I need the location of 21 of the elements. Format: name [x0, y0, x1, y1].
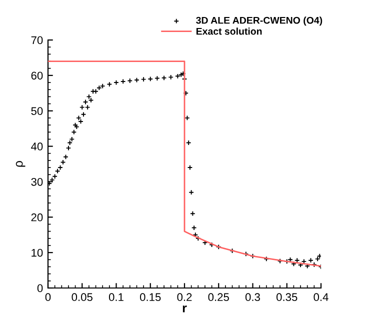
x-tick-label: 0.15	[140, 293, 161, 302]
x-tick-label: 0.1	[108, 293, 124, 302]
x-axis-title: r	[182, 306, 187, 312]
y-tick-label: 0	[37, 284, 43, 292]
legend-label: 3D ALE ADER-CWENO (O4)	[196, 16, 322, 26]
x-tick-label: 0.4	[314, 293, 328, 302]
x-tick-label: 0.05	[72, 293, 92, 302]
y-axis-title: ρ	[16, 160, 26, 167]
x-tick-label: 0.25	[208, 293, 229, 302]
x-tick-label: 0.2	[177, 293, 192, 302]
y-tick-label: 60	[31, 72, 43, 80]
y-tick-label: 50	[31, 107, 43, 115]
legend-label: Exact solution	[196, 28, 262, 35]
x-tick-label: 0.3	[245, 293, 260, 302]
x-tick-label: 0	[45, 293, 51, 302]
x-tick-label: 0.35	[276, 293, 298, 302]
y-tick-label: 10	[32, 248, 43, 257]
y-tick-label: 30	[31, 178, 43, 186]
y-tick-label: 70	[31, 36, 43, 44]
y-tick-label: 20	[31, 213, 43, 222]
y-tick-label: 40	[31, 142, 43, 150]
